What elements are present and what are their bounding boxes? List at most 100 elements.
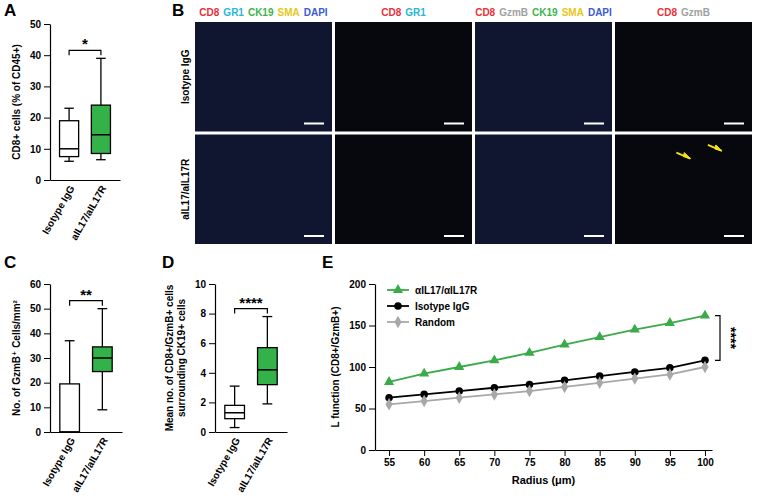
tick-label: Isotype IgG xyxy=(40,183,77,236)
tick-mark xyxy=(44,149,50,150)
channel-label: CD8 xyxy=(657,7,677,18)
x-tick: 65 xyxy=(454,450,466,468)
tick-mark xyxy=(44,407,50,408)
micrograph xyxy=(195,22,332,132)
legend-marker xyxy=(394,316,401,328)
tick-mark xyxy=(459,450,460,456)
channel-label: CK19 xyxy=(248,7,274,18)
median xyxy=(258,369,278,371)
micrograph xyxy=(615,135,752,245)
box-body xyxy=(93,347,113,372)
whisker-cap xyxy=(96,58,106,59)
y-tick: 150 xyxy=(349,320,375,331)
arrow-head xyxy=(683,153,690,159)
tick-label: 10 xyxy=(195,279,207,290)
significance: ** xyxy=(80,286,92,303)
marker xyxy=(665,317,675,326)
channel-label: GR1 xyxy=(223,7,244,18)
tick-label: 20 xyxy=(30,377,42,388)
panel-b: BCD8GR1CK19SMADAPICD8GR1CD8GzmBCK19SMADA… xyxy=(172,1,752,244)
marker xyxy=(630,324,640,333)
scale-bar xyxy=(444,123,464,125)
micrograph xyxy=(475,135,612,245)
panel-a: A01020304050CD8+ cells (% of CD45+)Isoty… xyxy=(4,1,121,242)
y-tick: 100 xyxy=(349,362,375,373)
marker xyxy=(419,368,429,377)
x-tick: 95 xyxy=(665,450,677,468)
channel-label: CD8 xyxy=(381,7,401,18)
tick-label: 0 xyxy=(35,427,41,438)
tick-mark xyxy=(369,326,375,327)
tick-mark xyxy=(44,118,50,119)
micrograph xyxy=(335,135,472,245)
whisker-cap xyxy=(64,108,74,109)
panel-d: D0246810Mean no. of CD8+/GzmB+ cellssurr… xyxy=(162,253,288,494)
tick-mark xyxy=(44,284,50,285)
tick-label: aIL17/aIL17R xyxy=(68,183,108,242)
box xyxy=(91,58,110,159)
y-axis: 01020304050 xyxy=(30,19,51,186)
tick-label: Isotype IgG xyxy=(205,435,242,488)
legend-label: Random xyxy=(415,317,455,328)
x-tick: 55 xyxy=(384,450,396,468)
micrograph xyxy=(335,22,472,132)
series-line xyxy=(389,367,705,404)
row-label: aIL17/aIL17R xyxy=(180,158,191,220)
tick-label: 10 xyxy=(30,144,42,155)
tick-mark xyxy=(369,284,375,285)
y-tick: 30 xyxy=(30,353,50,364)
channel-label: CD8 xyxy=(199,7,219,18)
tick-mark xyxy=(44,383,50,384)
channel-label: CD8 xyxy=(475,7,495,18)
box xyxy=(60,108,79,161)
marker xyxy=(701,361,708,373)
marker xyxy=(456,391,463,403)
arrow-head xyxy=(715,145,722,151)
y-tick: 20 xyxy=(30,112,50,123)
tick-label: 30 xyxy=(30,353,42,364)
tick-label: aIL17/aIL17R xyxy=(235,435,275,494)
y-axis: 0102030405060 xyxy=(30,279,51,438)
panel-letter: D xyxy=(162,253,174,272)
x-tick: aIL17/aIL17R xyxy=(70,432,110,494)
axis-line xyxy=(375,285,376,451)
x-tick: Isotype IgG xyxy=(40,432,77,488)
box-body xyxy=(60,384,80,432)
y-axis-title: surrounding CK19+ cells xyxy=(176,299,187,418)
legend-marker xyxy=(393,284,403,293)
tick-mark xyxy=(44,180,50,181)
tick-label: 0 xyxy=(200,427,206,438)
arrow xyxy=(676,153,690,159)
y-tick: 40 xyxy=(30,50,50,61)
scale-bar xyxy=(444,235,464,237)
tick-label: 60 xyxy=(419,457,431,468)
whisker-cap xyxy=(97,308,107,309)
tick-mark xyxy=(44,358,50,359)
y-tick: 10 xyxy=(30,402,50,413)
axis-line xyxy=(376,450,713,451)
micrograph xyxy=(195,135,332,245)
legend-label: Isotype IgG xyxy=(415,301,470,312)
marker xyxy=(596,377,603,389)
row-label: Isotype IgG xyxy=(180,49,191,104)
y-tick: 6 xyxy=(200,338,215,349)
box xyxy=(258,317,278,404)
whisker-cap xyxy=(230,427,240,428)
x-axis-title: Radius (μm) xyxy=(512,474,576,486)
whisker-cap xyxy=(262,316,272,317)
tick-mark xyxy=(369,450,375,451)
channel-label: SMA xyxy=(562,7,584,18)
x-tick: aIL17/aIL17R xyxy=(68,180,108,242)
channel-label: GzmB xyxy=(499,7,528,18)
x-tick: aIL17/aIL17R xyxy=(235,432,275,494)
tick-mark xyxy=(209,373,215,374)
legend: αIL17/αIL17RIsotype IgGRandom xyxy=(387,284,478,328)
tick-label: 65 xyxy=(454,457,466,468)
tick-label: 50 xyxy=(30,303,42,314)
whisker-cap xyxy=(96,159,106,160)
box-body xyxy=(60,121,79,157)
channel-label: GR1 xyxy=(405,7,426,18)
marker xyxy=(700,310,710,319)
tick-label: 200 xyxy=(349,279,366,290)
tick-mark xyxy=(705,450,706,456)
